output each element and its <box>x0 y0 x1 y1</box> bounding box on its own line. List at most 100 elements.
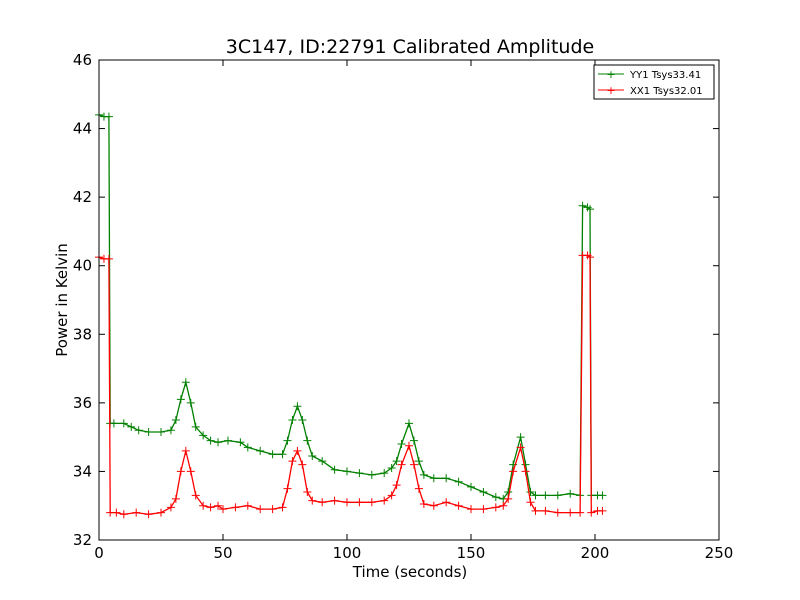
data-point <box>288 416 297 424</box>
data-point <box>303 488 312 496</box>
data-point <box>119 510 128 519</box>
x-tick-label: 200 <box>581 544 610 562</box>
data-point <box>566 508 575 517</box>
plot-frame <box>98 59 720 541</box>
data-point <box>283 436 292 445</box>
data-point <box>308 496 317 505</box>
data-point <box>206 436 215 445</box>
data-point <box>397 460 406 469</box>
x-axis-label: Time (seconds) <box>352 563 468 581</box>
data-point <box>355 498 364 507</box>
data-point <box>256 446 265 455</box>
data-point <box>526 488 535 496</box>
data-point <box>491 503 500 512</box>
x-tick-label: 0 <box>94 544 104 562</box>
y-tick-label: 32 <box>73 531 92 549</box>
data-point <box>343 467 351 476</box>
data-point <box>397 440 406 448</box>
y-tick-label: 44 <box>73 120 92 138</box>
data-point <box>566 489 575 498</box>
data-point <box>231 503 240 512</box>
data-point <box>479 505 488 514</box>
data-point <box>504 494 513 503</box>
data-point <box>531 506 540 515</box>
y-tick-label: 36 <box>73 394 92 412</box>
data-point <box>509 467 518 476</box>
data-point <box>521 460 530 469</box>
data-point <box>343 498 351 507</box>
data-point <box>419 500 428 508</box>
data-point <box>587 508 596 517</box>
data-point <box>467 505 475 514</box>
data-point <box>318 498 327 507</box>
data-point <box>288 457 297 466</box>
x-tick-label: 50 <box>213 544 232 562</box>
data-point <box>429 501 438 510</box>
legend-label-xx1: XX1 Tsys32.01 <box>630 86 703 97</box>
y-axis-label: Power in Kelvin <box>53 243 71 357</box>
data-point <box>479 488 488 496</box>
data-point <box>104 112 113 121</box>
data-point <box>214 438 223 447</box>
data-point <box>516 433 525 442</box>
data-point <box>419 470 428 479</box>
data-point <box>387 491 396 500</box>
axis-layer: 0 50 100 150 200 250 32 34 36 38 40 42 44 46 <box>73 51 733 562</box>
data-point <box>521 467 530 476</box>
data-point <box>176 467 185 476</box>
data-point <box>171 416 180 424</box>
data-point <box>132 508 141 517</box>
x-tick-label: 150 <box>457 544 486 562</box>
data-point <box>405 441 413 450</box>
data-point <box>199 501 208 510</box>
data-point <box>454 501 463 510</box>
y-tick-label: 34 <box>73 462 92 480</box>
data-point <box>414 457 423 466</box>
data-point <box>392 481 401 490</box>
legend: + YY1 Tsys33.41 + XX1 Tsys32.01 <box>593 64 715 100</box>
data-point <box>409 460 418 469</box>
data-point <box>467 482 475 491</box>
data-point <box>278 503 287 512</box>
data-point <box>499 501 508 510</box>
legend-marker-xx1: + <box>606 84 615 97</box>
data-point <box>387 464 396 472</box>
data-point <box>405 419 413 428</box>
data-point <box>219 505 227 514</box>
data-point <box>429 474 438 483</box>
data-point <box>144 510 153 519</box>
data-point <box>176 395 185 404</box>
data-point <box>268 450 277 459</box>
data-point <box>243 501 252 510</box>
data-point <box>392 457 401 466</box>
data-point <box>112 508 121 517</box>
data-point <box>243 443 252 452</box>
data-point <box>541 491 550 500</box>
data-point <box>355 469 364 478</box>
data-point <box>318 457 327 466</box>
data-point <box>303 436 312 445</box>
data-point <box>293 446 302 455</box>
data-point <box>531 491 540 500</box>
data-point <box>586 253 595 262</box>
series-line-1 <box>98 254 603 515</box>
data-point <box>181 378 190 387</box>
data-point <box>104 254 113 263</box>
data-point <box>598 506 607 515</box>
data-point <box>293 402 302 411</box>
data-point <box>157 508 165 517</box>
data-point <box>144 428 153 436</box>
data-point <box>166 426 175 435</box>
legend-marker-yy1: + <box>606 68 615 81</box>
data-point <box>191 491 200 500</box>
data-point <box>516 443 525 452</box>
data-point <box>134 426 143 435</box>
data-point <box>191 422 200 431</box>
y-tick-label: 40 <box>73 257 92 275</box>
data-point <box>491 493 500 502</box>
data-point <box>367 470 376 479</box>
data-point <box>171 494 180 503</box>
data-point <box>367 498 376 507</box>
data-point <box>586 205 595 214</box>
